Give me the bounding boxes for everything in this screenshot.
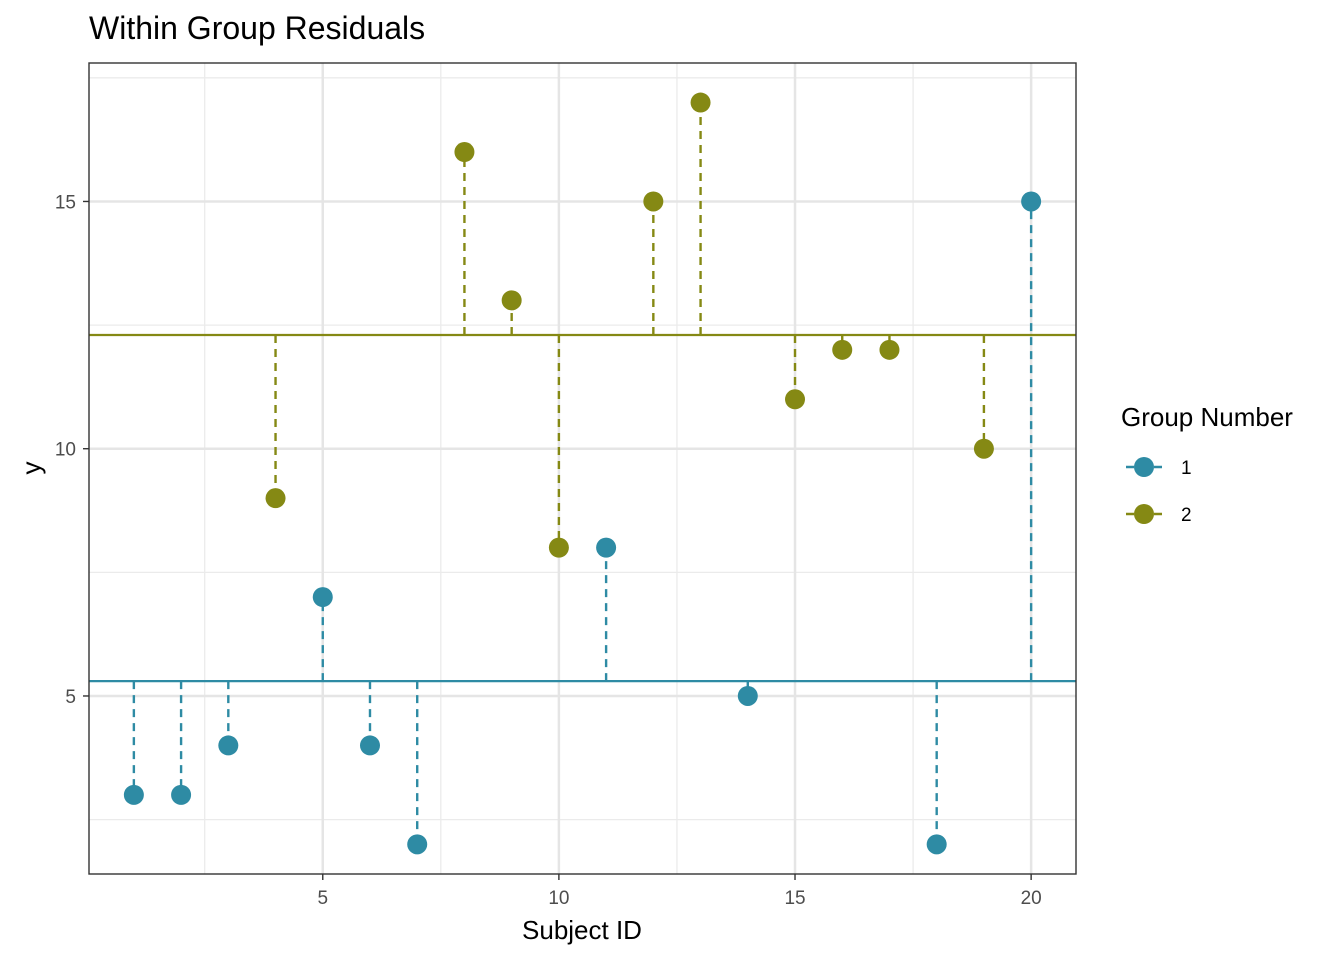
- data-point-12: [643, 191, 664, 212]
- data-point-7: [407, 834, 428, 855]
- data-point-11: [596, 537, 617, 558]
- legend-key-point: [1134, 457, 1154, 477]
- legend-item-1: 1: [1126, 457, 1192, 479]
- data-point-15: [785, 389, 806, 410]
- data-point-17: [879, 339, 900, 360]
- data-point-14: [737, 685, 758, 706]
- data-point-20: [1021, 191, 1042, 212]
- x-tick-label: 10: [548, 888, 569, 909]
- legend: Group Number 1 2: [1121, 402, 1293, 526]
- data-point-6: [359, 735, 380, 756]
- data-point-5: [312, 587, 333, 608]
- legend-label: 1: [1181, 458, 1192, 479]
- data-point-16: [832, 339, 853, 360]
- group-mean-lines: [89, 333, 1076, 683]
- data-point-2: [171, 784, 192, 805]
- legend-key-point: [1134, 504, 1154, 524]
- legend-label: 2: [1181, 505, 1192, 526]
- chart-title: Within Group Residuals: [89, 10, 425, 46]
- x-tick-label: 5: [317, 888, 328, 909]
- minor-gridlines: [89, 63, 1076, 874]
- data-point-13: [690, 92, 711, 113]
- major-gridlines: [89, 63, 1076, 874]
- y-axis-title: y: [16, 462, 46, 475]
- data-point-9: [501, 290, 522, 311]
- y-tick-label: 15: [55, 192, 76, 213]
- y-tick-label: 10: [55, 440, 76, 461]
- y-tick-label: 5: [65, 687, 76, 708]
- legend-item-2: 2: [1126, 504, 1192, 526]
- data-point-10: [548, 537, 569, 558]
- legend-title: Group Number: [1121, 402, 1293, 432]
- data-point-8: [454, 142, 475, 163]
- data-point-19: [973, 438, 994, 459]
- data-point-1: [123, 784, 144, 805]
- data-point-3: [218, 735, 239, 756]
- x-tick-label: 15: [784, 888, 805, 909]
- x-axis: 5 10 15 20: [317, 874, 1042, 909]
- data-point-18: [926, 834, 947, 855]
- x-tick-label: 20: [1021, 888, 1042, 909]
- data-point-4: [265, 488, 286, 509]
- residual-segments: [132, 102, 1033, 845]
- panel-border: [88, 62, 1077, 875]
- x-axis-title: Subject ID: [522, 915, 642, 945]
- y-axis: 5 10 15: [55, 192, 89, 708]
- data-points: [123, 92, 1042, 855]
